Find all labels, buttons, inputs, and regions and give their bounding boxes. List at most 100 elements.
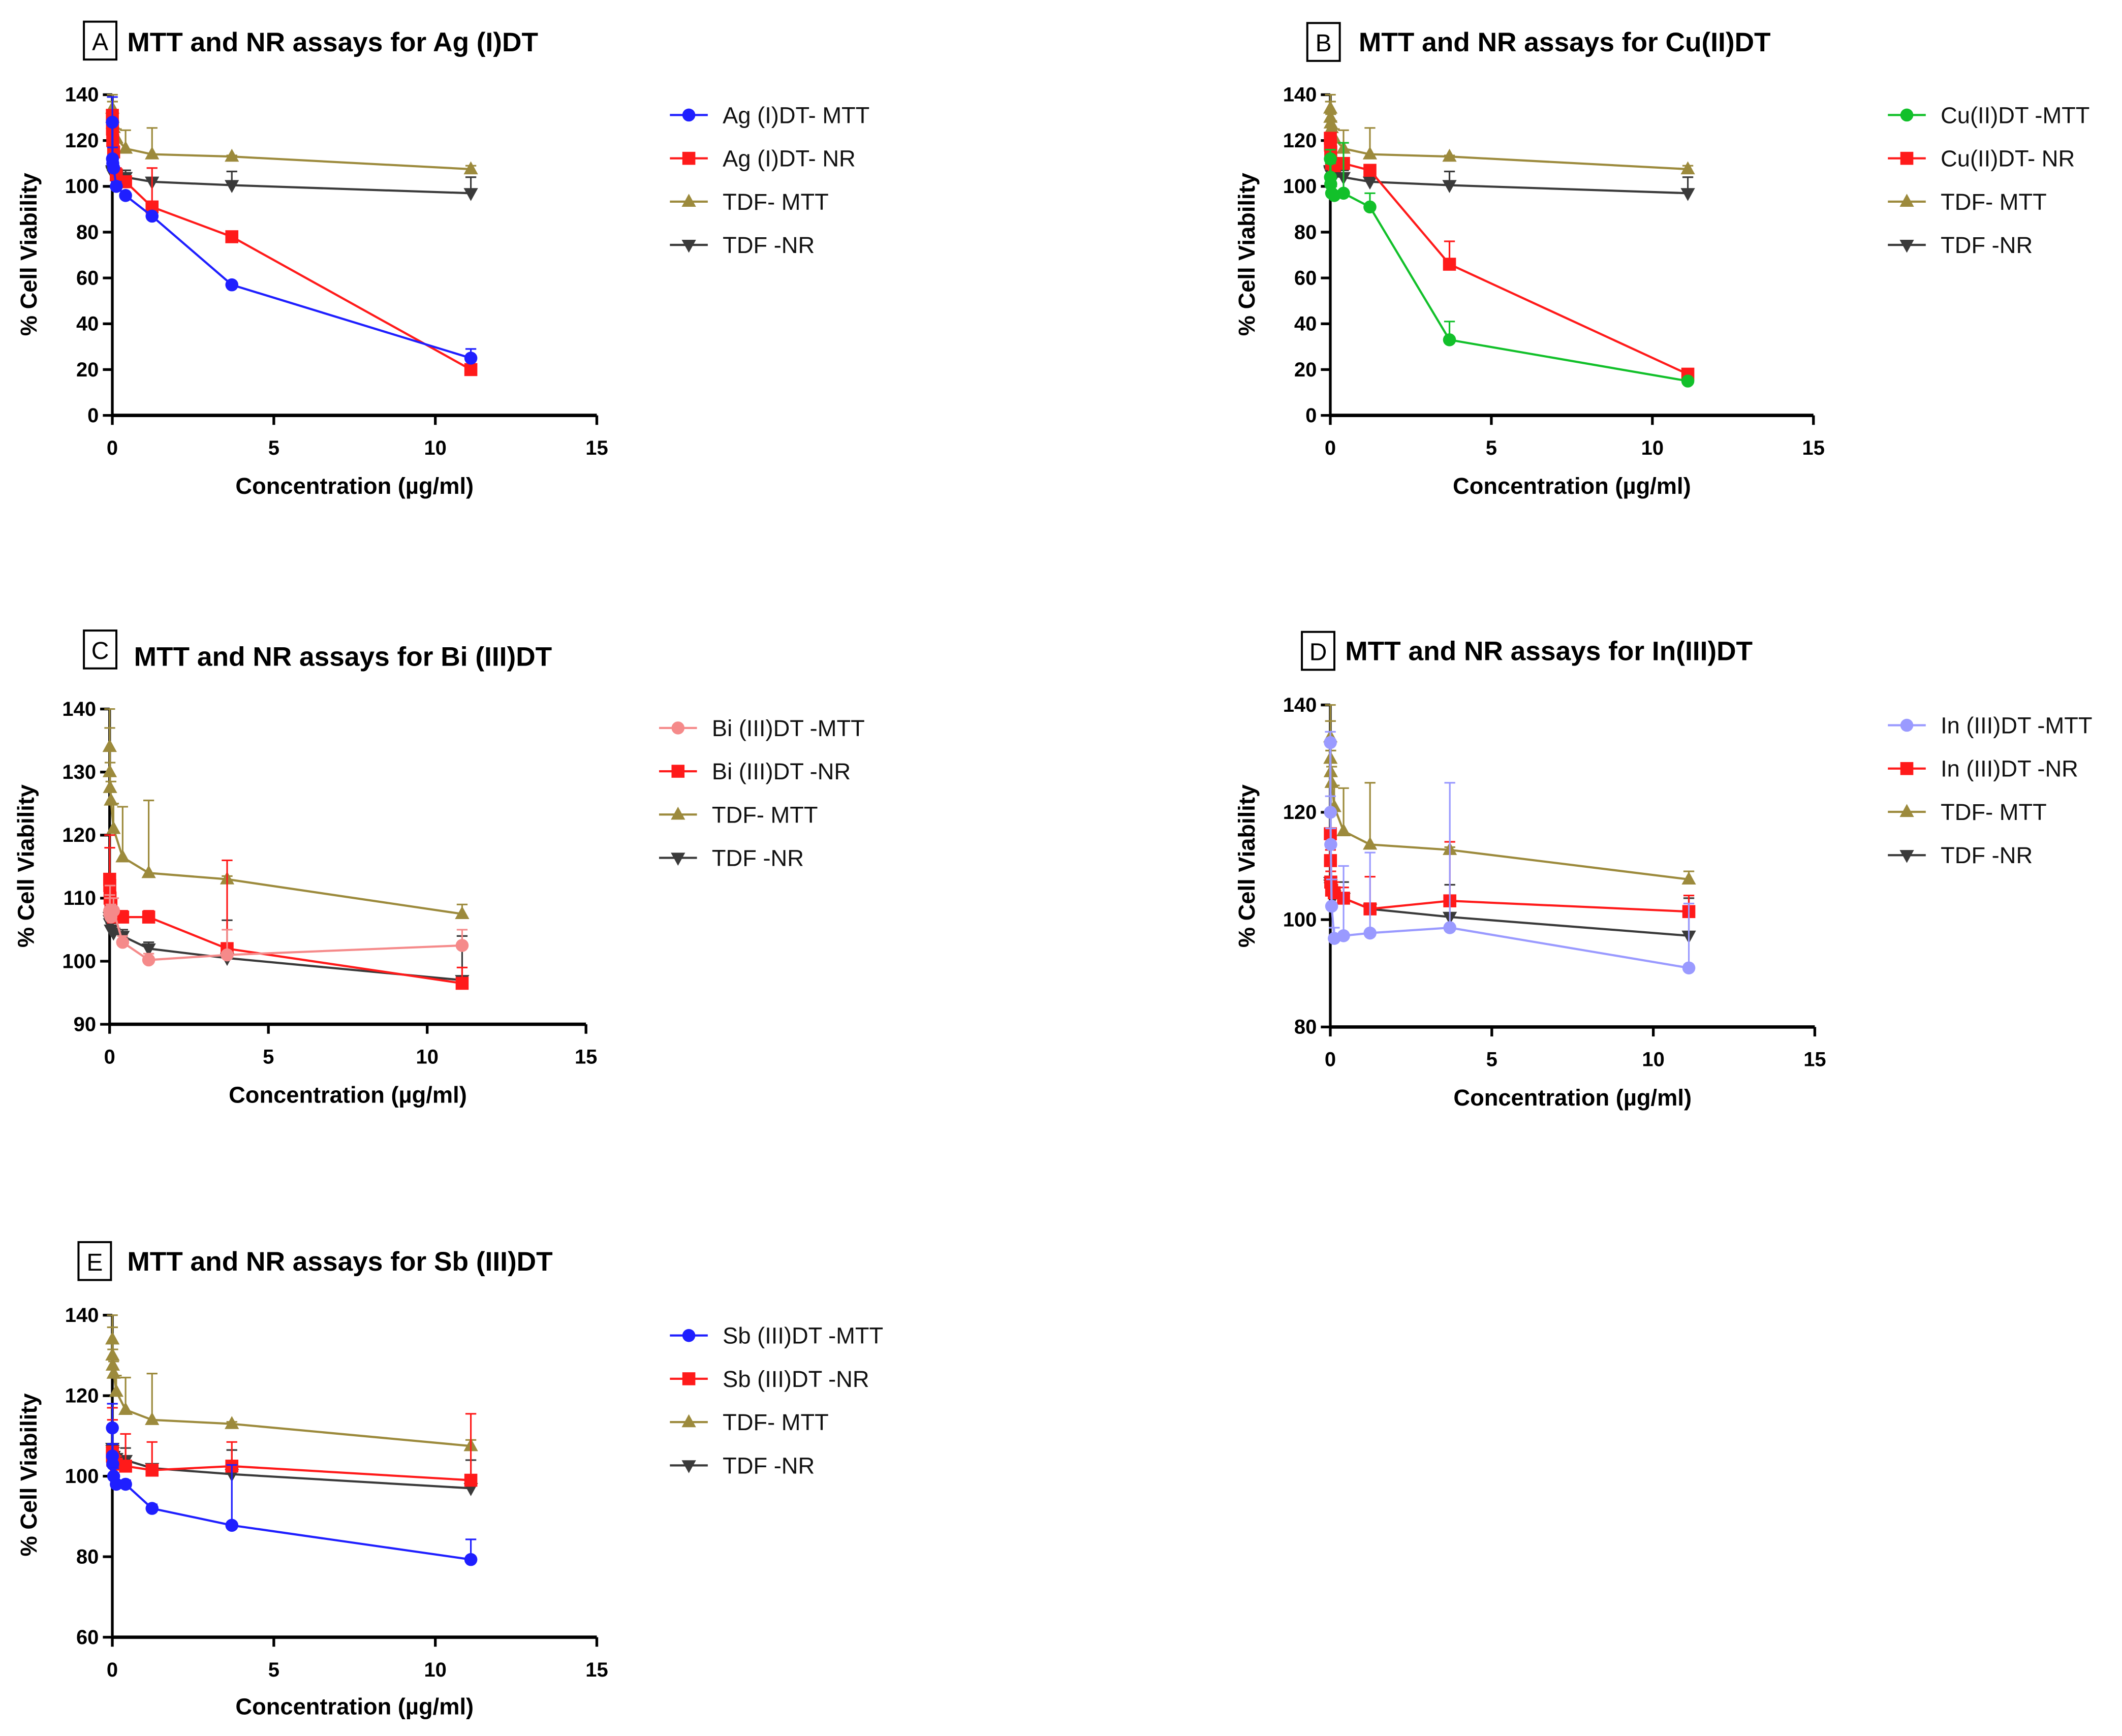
data-point xyxy=(1443,921,1456,934)
data-point xyxy=(1336,823,1351,836)
x-tick-label: 15 xyxy=(1803,1049,1826,1071)
series-0 xyxy=(1324,142,1695,388)
data-point xyxy=(1324,736,1337,749)
y-axis-label: % Cell Viability xyxy=(1234,173,1260,336)
panel-letter: E xyxy=(86,1249,103,1276)
y-tick-label: 80 xyxy=(1294,1016,1317,1038)
data-point xyxy=(116,935,130,949)
panel-c: C MTT and NR assays for Bi (III)DT9010011… xyxy=(13,629,865,1108)
series-line xyxy=(111,115,472,371)
data-point xyxy=(464,1553,478,1566)
data-point xyxy=(455,976,469,990)
data-point xyxy=(1337,186,1350,200)
y-tick-label: 40 xyxy=(1294,313,1317,335)
legend-label: TDF- MTT xyxy=(723,1409,829,1435)
series-0 xyxy=(106,1403,478,1566)
y-tick-label: 100 xyxy=(1283,908,1317,931)
legend-item: Sb (III)DT -MTT xyxy=(670,1323,883,1349)
data-point xyxy=(106,820,121,834)
data-point xyxy=(225,1416,239,1429)
series-line xyxy=(108,907,462,961)
y-tick-label: 110 xyxy=(64,887,96,909)
legend-marker xyxy=(671,765,685,778)
y-tick-label: 20 xyxy=(1294,359,1317,381)
legend-label: TDF- MTT xyxy=(712,802,818,828)
y-tick-label: 140 xyxy=(1283,84,1317,106)
data-point xyxy=(118,140,133,154)
x-tick-label: 5 xyxy=(1486,1049,1497,1071)
data-point xyxy=(142,953,155,967)
y-axis-label: % Cell Viability xyxy=(1234,784,1260,948)
legend-marker xyxy=(1899,804,1914,817)
x-tick-label: 15 xyxy=(1802,437,1825,459)
data-point xyxy=(1681,374,1695,388)
data-point xyxy=(119,1477,132,1491)
legend-label: TDF -NR xyxy=(723,1453,815,1478)
y-tick-label: 40 xyxy=(76,313,99,335)
data-point xyxy=(110,180,123,193)
series-line xyxy=(1329,742,1689,969)
legend-label: TDF -NR xyxy=(1941,232,2033,258)
y-tick-label: 60 xyxy=(1294,267,1317,289)
legend-marker xyxy=(681,239,696,253)
data-point xyxy=(1362,176,1378,190)
y-tick-label: 100 xyxy=(1283,175,1317,198)
data-point xyxy=(145,1412,160,1425)
data-point xyxy=(1325,899,1338,913)
y-tick-label: 120 xyxy=(65,130,99,152)
legend-item: Bi (III)DT -MTT xyxy=(659,715,865,741)
legend-item: TDF -NR xyxy=(1888,232,2033,258)
legend-marker xyxy=(671,806,685,820)
legend-item: TDF- MTT xyxy=(659,802,818,828)
y-axis-label: % Cell Viability xyxy=(16,173,42,336)
legend-label: Ag (I)DT- MTT xyxy=(723,102,869,128)
data-point xyxy=(1680,188,1695,201)
y-tick-label: 0 xyxy=(1305,404,1317,427)
series-line xyxy=(111,122,472,359)
legend-item: In (III)DT -MTT xyxy=(1888,713,2093,739)
y-tick-label: 100 xyxy=(65,1465,99,1488)
x-axis-label: Concentration (µg/ml) xyxy=(1453,473,1691,499)
legend-marker xyxy=(681,194,696,207)
legend-label: TDF -NR xyxy=(723,232,815,258)
data-point xyxy=(145,146,160,160)
legend-label: Bi (III)DT -MTT xyxy=(712,715,865,741)
data-point xyxy=(107,161,120,175)
legend-label: TDF -NR xyxy=(712,845,804,871)
series-1 xyxy=(106,109,478,376)
legend-item: Ag (I)DT- NR xyxy=(670,146,856,172)
data-point xyxy=(106,115,119,129)
series-0 xyxy=(103,885,469,967)
x-tick-label: 15 xyxy=(585,1659,608,1681)
chart-title: MTT and NR assays for In(III)DT xyxy=(1345,637,1753,667)
data-point xyxy=(1362,146,1378,160)
legend-label: Sb (III)DT -MTT xyxy=(723,1323,883,1349)
legend-item: TDF- MTT xyxy=(670,189,829,215)
legend-marker xyxy=(671,721,685,735)
legend-label: In (III)DT -NR xyxy=(1941,756,2078,782)
chart-title: MTT and NR assays for Bi (III)DT xyxy=(134,642,552,672)
data-point xyxy=(145,1502,159,1515)
y-tick-label: 0 xyxy=(87,404,99,427)
y-tick-label: 60 xyxy=(76,1626,99,1649)
x-axis-label: Concentration (µg/ml) xyxy=(235,473,474,499)
x-tick-label: 5 xyxy=(268,437,279,459)
y-axis-label: % Cell Viability xyxy=(13,784,39,948)
y-tick-label: 140 xyxy=(1283,694,1317,716)
legend-label: Sb (III)DT -NR xyxy=(723,1366,869,1392)
chart-title: MTT and NR assays for Ag (I)DT xyxy=(127,27,538,57)
x-tick-label: 5 xyxy=(268,1659,279,1681)
series-line xyxy=(111,108,471,171)
y-tick-label: 120 xyxy=(1283,801,1317,824)
data-point xyxy=(109,1383,123,1397)
data-point xyxy=(1443,333,1456,346)
panel-letter: D xyxy=(1309,639,1327,666)
x-tick-label: 0 xyxy=(107,437,118,459)
y-tick-label: 100 xyxy=(65,175,99,198)
x-axis-label: Concentration (µg/ml) xyxy=(229,1082,467,1108)
series-line xyxy=(111,1339,471,1447)
x-axis-label: Concentration (µg/ml) xyxy=(1453,1085,1692,1111)
legend-marker xyxy=(681,1460,696,1473)
legend-marker xyxy=(682,108,696,122)
data-point xyxy=(104,793,118,806)
